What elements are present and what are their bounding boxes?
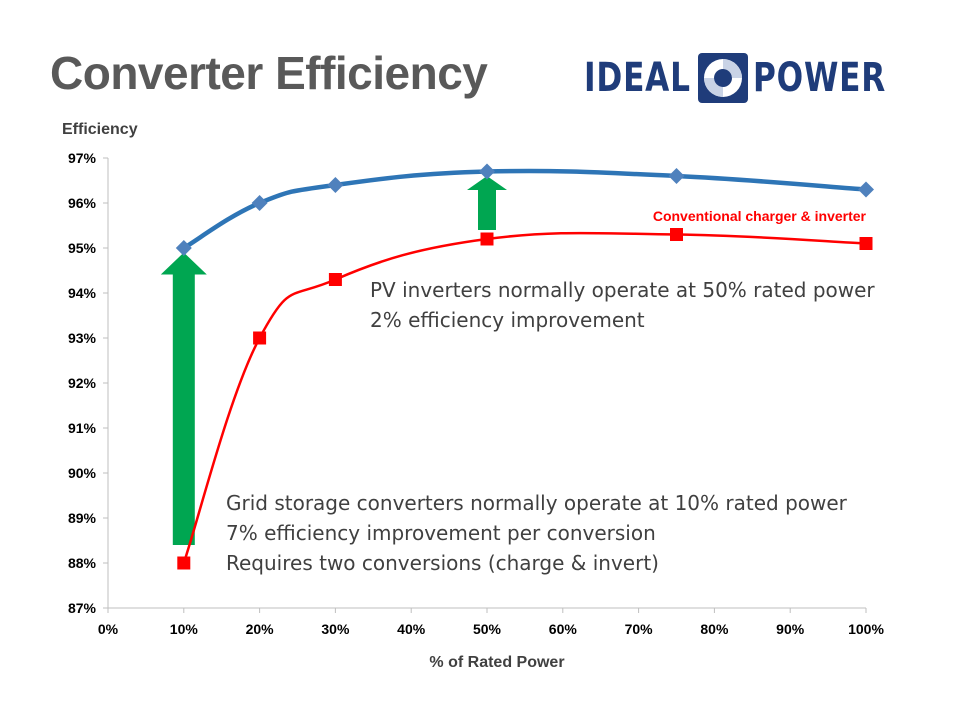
pv-annotation-line2: 2% efficiency improvement [370, 308, 645, 332]
series-label: Conventional charger & inverter [653, 208, 867, 224]
y-tick-label: 88% [68, 555, 97, 571]
data-point-diamond [858, 181, 874, 198]
data-point-square [670, 228, 683, 241]
grid-annotation: Grid storage converters normally operate… [226, 488, 847, 578]
y-tick-label: 92% [68, 375, 97, 391]
grid-annotation-line1: Grid storage converters normally operate… [226, 491, 847, 515]
y-tick-label: 93% [68, 330, 97, 346]
improvement-arrow [160, 252, 207, 545]
x-tick-label: 60% [549, 621, 578, 637]
improvement-arrow [467, 176, 507, 230]
pv-annotation-line1: PV inverters normally operate at 50% rat… [370, 278, 875, 302]
x-tick-label: 70% [625, 621, 654, 637]
y-tick-label: 96% [68, 195, 97, 211]
x-tick-label: 20% [246, 621, 275, 637]
y-axis-title: Efficiency [62, 121, 138, 138]
y-tick-label: 89% [68, 510, 97, 526]
x-tick-label: 30% [321, 621, 350, 637]
y-tick-label: 87% [68, 600, 97, 616]
logo-text-right: POWER [752, 55, 886, 101]
grid-annotation-line3: Requires two conversions (charge & inver… [226, 551, 659, 575]
data-point-square [480, 232, 494, 246]
x-tick-label: 40% [397, 621, 426, 637]
data-point-square [253, 331, 267, 345]
y-tick-label: 95% [68, 240, 97, 256]
data-point-diamond [479, 163, 495, 180]
data-point-diamond [251, 195, 268, 211]
data-point-square [328, 273, 342, 286]
series-line [182, 231, 867, 564]
data-point-diamond [175, 240, 192, 256]
x-tick-label: 100% [848, 621, 884, 637]
x-axis-title: % of Rated Power [429, 654, 564, 671]
y-tick-label: 91% [68, 420, 97, 436]
data-point-diamond [668, 168, 685, 184]
logo-ring-icon [697, 53, 748, 103]
y-tick-label: 94% [68, 285, 97, 301]
y-tick-label: 90% [68, 465, 97, 481]
x-tick-label: 10% [170, 621, 199, 637]
grid-annotation-line2: 7% efficiency improvement per conversion [226, 521, 656, 545]
slide-title: Converter Efficiency [50, 47, 488, 99]
x-tick-label: 0% [98, 621, 119, 637]
x-tick-label: 50% [473, 621, 502, 637]
y-tick-label: 97% [68, 150, 97, 166]
pv-annotation: PV inverters normally operate at 50% rat… [370, 275, 875, 335]
company-logo: IDEAL POWER [584, 50, 923, 106]
data-point-square [177, 556, 191, 570]
data-point-diamond [327, 177, 344, 193]
logo-text-left: IDEAL [584, 55, 691, 101]
x-tick-label: 80% [700, 621, 729, 637]
data-point-square [859, 237, 873, 250]
x-tick-label: 90% [776, 621, 805, 637]
